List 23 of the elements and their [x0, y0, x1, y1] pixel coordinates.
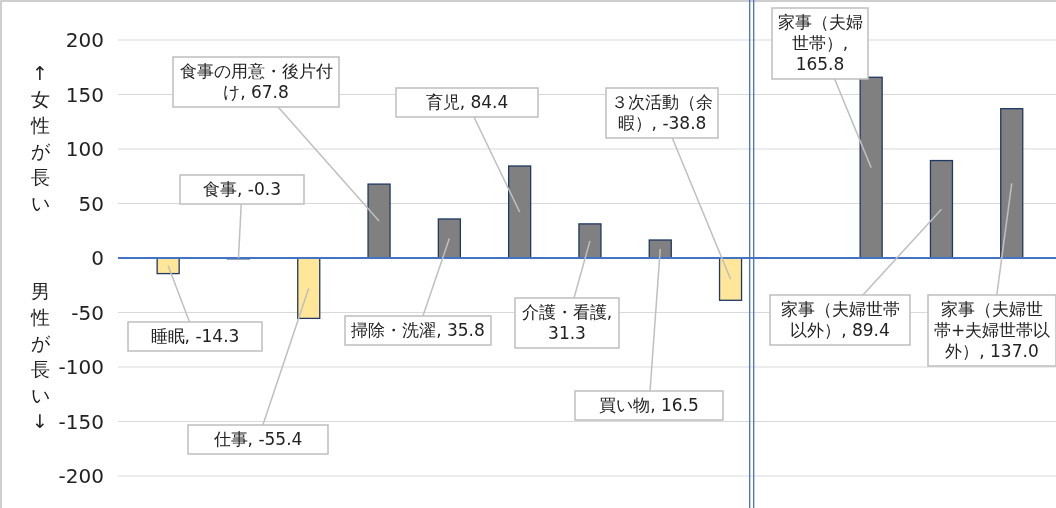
y-tick-label: 50 — [78, 191, 104, 216]
y-tick-label: -150 — [58, 409, 104, 434]
annotation: 家事（夫婦世帯以外）, 89.4 — [770, 295, 910, 345]
y-tick-label: -100 — [58, 355, 104, 379]
y-axis-title: ↑女性が長い — [29, 62, 51, 215]
annotation: 買い物, 16.5 — [575, 391, 723, 420]
y-tick-label: 100 — [65, 137, 104, 161]
text: 男性が長い↓ — [29, 280, 51, 433]
y-tick-label: -200 — [58, 464, 104, 488]
annotation: 掃除・洗濯, 35.8 — [345, 316, 491, 345]
y-tick-label: 150 — [65, 82, 104, 107]
annotation: 睡眠, -14.3 — [128, 322, 262, 351]
y-tick-label: -50 — [71, 300, 104, 325]
annotation: 仕事, -55.4 — [188, 425, 328, 454]
annotation: ３次活動（余暇）, -38.8 — [606, 88, 718, 138]
y-tick-label: 200 — [65, 28, 104, 52]
annotation: 介護・看護, 31.3 — [515, 298, 619, 348]
annotation: 家事（夫婦世帯）, 165.8 — [772, 8, 868, 79]
annotation: 家事（夫婦世帯+夫婦世帯以外）, 137.0 — [928, 295, 1056, 366]
y-tick-label: 0 — [91, 246, 104, 270]
annotation: 食事, -0.3 — [180, 175, 304, 204]
annotation: 食事の用意・後片付け, 67.8 — [173, 57, 339, 107]
annotation: 育児, 84.4 — [396, 88, 538, 117]
